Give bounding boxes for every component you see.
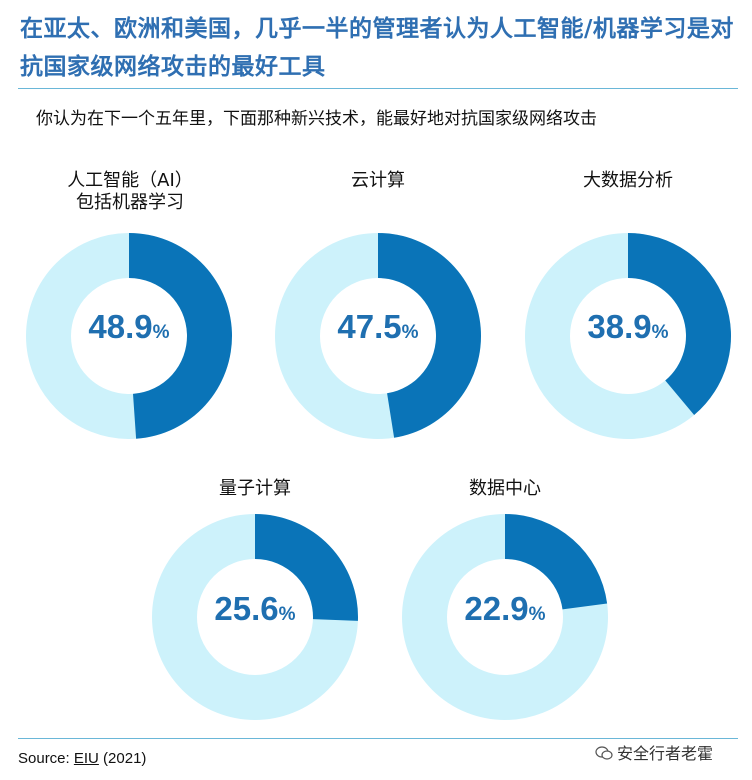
donut-label-quantum: 量子计算 [155,478,355,500]
footer-divider [18,738,738,739]
donut-slice [628,233,731,415]
donut-label-line: 云计算 [351,170,405,191]
source-link[interactable]: EIU [73,750,99,767]
donut-chart-bigdata [525,233,731,439]
donut-chart-ai [26,233,232,439]
survey-question: 你认为在下一个五年里，下面那种新兴技术，能最好地对抗国家级网络攻击 [36,109,597,129]
donut-label-cloud: 云计算 [278,170,478,192]
donut-label-line: 数据中心 [469,478,541,499]
donut-slice [378,233,481,438]
donut-value-ai: 48.9% [24,308,234,346]
donut-label-ai: 人工智能（AI） 包括机器学习 [30,170,230,214]
donut-value-datacenter: 22.9% [400,590,610,628]
value-number: 25.6 [214,590,279,627]
watermark-text: 安全行者老霍 [617,744,714,763]
percent-symbol: % [401,322,419,343]
wechat-icon [595,746,613,760]
page-title: 在亚太、欧洲和美国，几乎一半的管理者认为人工智能/机器学习是对抗国家级网络攻击的… [20,15,734,80]
source-note: Source: EIU (2021) [18,750,146,767]
donut-label-datacenter: 数据中心 [405,478,605,500]
value-number: 48.9 [88,308,153,345]
source-year: (2021) [98,750,147,767]
donut-value-quantum: 25.6% [150,590,360,628]
watermark: 安全行者老霍 [595,740,713,764]
donut-label-line: 量子计算 [219,478,291,499]
donut-label-line: 大数据分析 [583,170,673,191]
value-number: 38.9 [587,308,652,345]
donut-slice [255,514,358,621]
donut-slice [129,233,232,439]
donut-slice [505,514,608,610]
donut-label-bigdata: 大数据分析 [528,170,728,192]
donut-value-cloud: 47.5% [273,308,483,346]
percent-symbol: % [651,322,669,343]
value-number: 47.5 [337,308,402,345]
value-number: 22.9 [464,590,529,627]
percent-symbol: % [152,322,170,343]
percent-symbol: % [528,604,546,625]
donut-chart-datacenter [402,514,608,720]
donut-chart-quantum [152,514,358,720]
percent-symbol: % [278,604,296,625]
donut-chart-cloud [275,233,481,439]
donut-label-line: 人工智能（AI） [67,170,193,191]
donut-value-bigdata: 38.9% [523,308,733,346]
source-prefix: Source: [18,750,74,767]
donut-label-line: 包括机器学习 [76,192,184,213]
title-divider [18,88,738,89]
